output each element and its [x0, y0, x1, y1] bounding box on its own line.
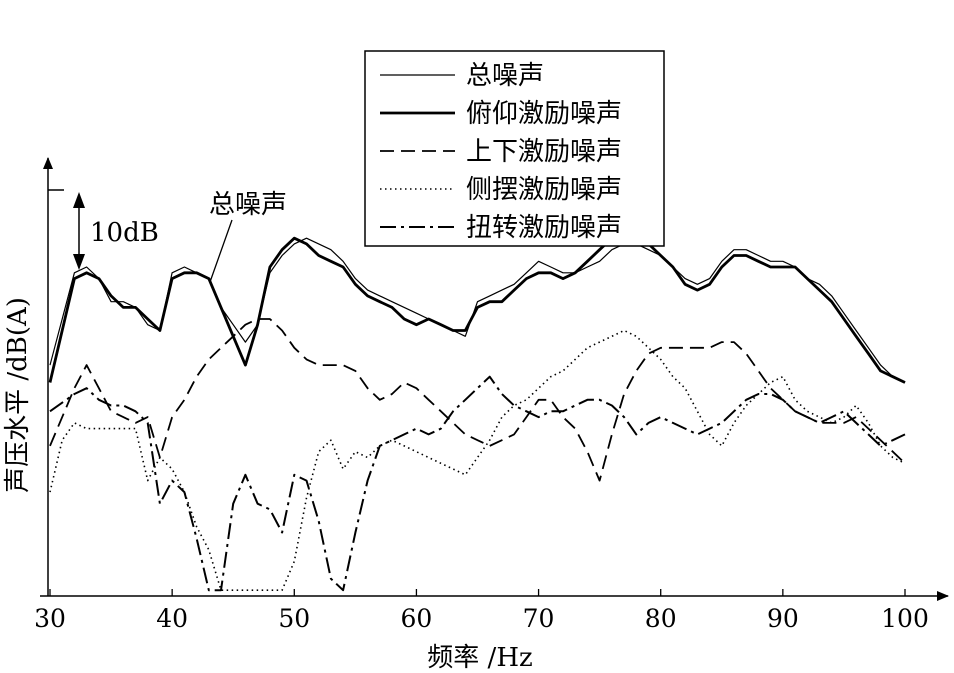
axes [40, 157, 949, 601]
x-tick-label: 90 [767, 604, 799, 633]
x-tick-label: 40 [156, 604, 188, 633]
curve-annotation: 总噪声 [209, 190, 287, 283]
x-tick-label: 70 [523, 604, 555, 633]
series-line-2 [48, 230, 906, 384]
legend-label: 总噪声 [466, 61, 544, 91]
scale-bar-arrow-up [73, 192, 85, 208]
x-axis-title: 频率 /Hz [427, 643, 532, 673]
legend-label: 上下激励噪声 [466, 137, 622, 167]
x-tick-label: 60 [401, 604, 433, 633]
x-tick-label: 30 [34, 604, 66, 633]
x-tick-label: 50 [278, 604, 310, 633]
x-ticks: 30 40 50 60 70 80 90 100 [34, 589, 929, 633]
series-layer [48, 230, 906, 592]
curve-annotation-label: 总噪声 [209, 190, 287, 220]
scale-bar-label: 10dB [90, 218, 159, 248]
curve-annotation-leader [209, 219, 233, 283]
legend-label: 扭转激励噪声 [466, 213, 622, 243]
series-line-5 [49, 375, 906, 592]
x-tick-label: 80 [645, 604, 677, 633]
x-tick-label: 100 [881, 604, 929, 633]
series-line-3 [49, 318, 906, 482]
series-line-4 [49, 329, 906, 592]
scale-bar: 10dB [48, 189, 159, 270]
legend-label: 侧摆激励噪声 [466, 175, 622, 205]
legend-box [364, 50, 665, 247]
legend-label: 俯仰激励噪声 [466, 99, 622, 129]
y-axis-title: 声压水平 /dB(A) [3, 297, 33, 493]
scale-bar-arrow-down [73, 254, 85, 270]
